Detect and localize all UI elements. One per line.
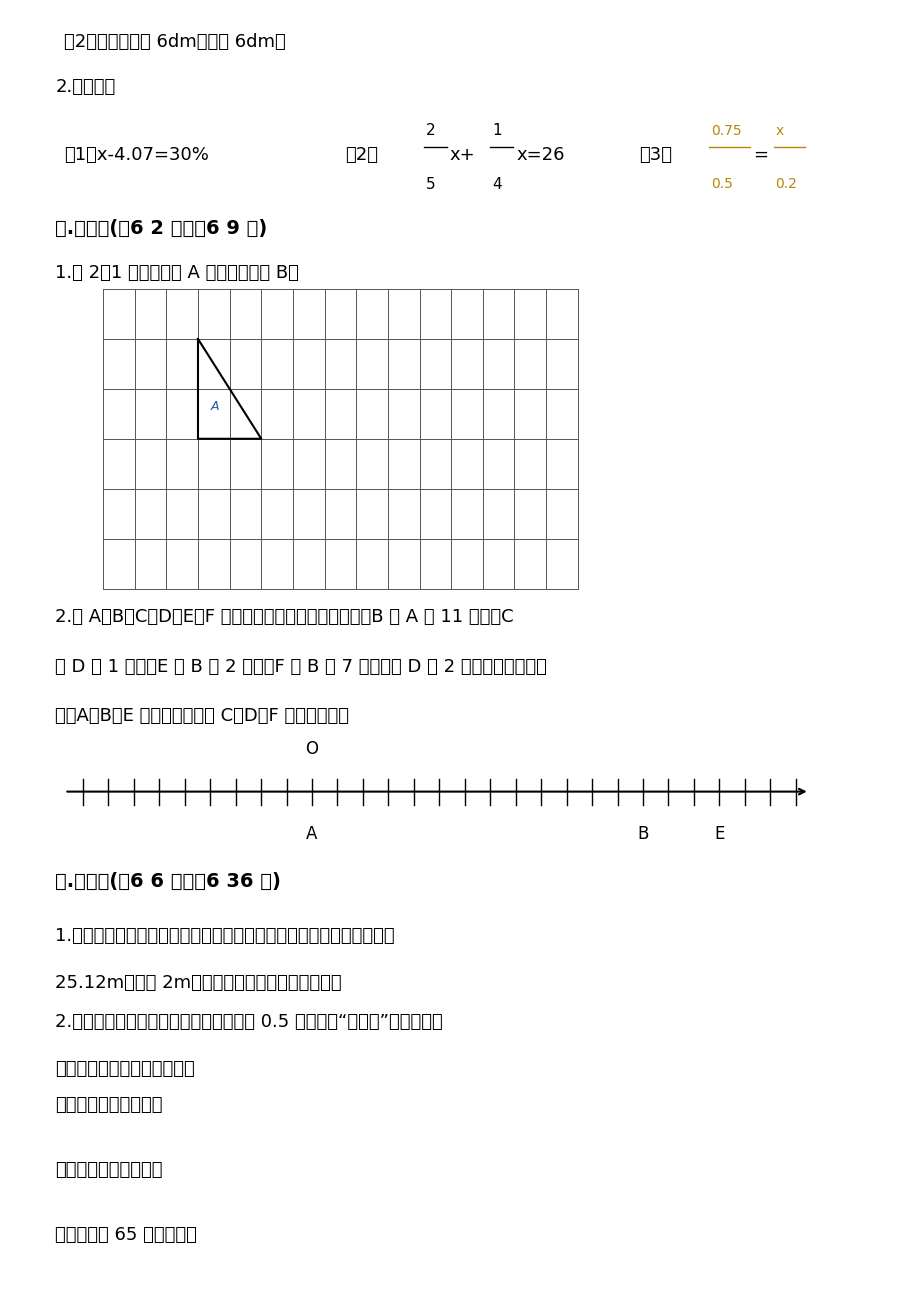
Text: 分别推出了不同的优惠措施。: 分别推出了不同的优惠措施。 bbox=[55, 1060, 195, 1078]
Text: =: = bbox=[753, 146, 767, 164]
Text: B: B bbox=[637, 825, 648, 844]
Text: 4: 4 bbox=[492, 177, 501, 193]
Text: 2.三家文具店中，某种练习本的价格都是 0.5 元／本。“儿童节”那天，三店: 2.三家文具店中，某种练习本的价格都是 0.5 元／本。“儿童节”那天，三店 bbox=[55, 1013, 442, 1031]
Text: 1.一个圆柱形水池，在水池内壁和底部都镁上瓷砖，水池内部底面周长: 1.一个圆柱形水池，在水池内壁和底部都镁上瓷砖，水池内部底面周长 bbox=[55, 927, 394, 945]
Text: A: A bbox=[211, 400, 220, 413]
Text: 1: 1 bbox=[492, 122, 501, 138]
Text: 2: 2 bbox=[425, 122, 435, 138]
Text: （2）底面直径是 6dm，高是 6dm。: （2）底面直径是 6dm，高是 6dm。 bbox=[64, 33, 286, 51]
Text: 中天店：一律九折优惠: 中天店：一律九折优惠 bbox=[55, 1096, 163, 1115]
Text: 0.5: 0.5 bbox=[710, 177, 732, 191]
Text: 上，A、B、E 已标出，请你将 C、D、F 也标在图上。: 上，A、B、E 已标出，请你将 C、D、F 也标在图上。 bbox=[55, 707, 349, 725]
Text: 0.75: 0.75 bbox=[710, 124, 741, 138]
Text: E: E bbox=[713, 825, 724, 844]
Text: 家和店：买五本送一本: 家和店：买五本送一本 bbox=[55, 1161, 163, 1180]
Text: O: O bbox=[305, 740, 318, 758]
Text: 2.有 A、B、C、D、E、F 六个小孩比身高，比的结果是：B 比 A 高 11 厘米，C: 2.有 A、B、C、D、E、F 六个小孩比身高，比的结果是：B 比 A 高 11… bbox=[55, 608, 514, 626]
Text: x: x bbox=[775, 124, 783, 138]
Text: x+: x+ bbox=[449, 146, 475, 164]
Text: 六.解答题(兲6 6 题，兲6 36 分): 六.解答题(兲6 6 题，兲6 36 分) bbox=[55, 872, 281, 892]
Text: （1）x-4.07=30%: （1）x-4.07=30% bbox=[64, 146, 209, 164]
Text: A: A bbox=[306, 825, 317, 844]
Text: （3）: （3） bbox=[639, 146, 672, 164]
Text: 1.按 2：1 画出三角形 A 放大后的图形 B。: 1.按 2：1 画出三角形 A 放大后的图形 B。 bbox=[55, 264, 299, 283]
Text: 0.2: 0.2 bbox=[775, 177, 797, 191]
Text: x=26: x=26 bbox=[516, 146, 564, 164]
Text: 丰美店：满 65 元八折优惠: 丰美店：满 65 元八折优惠 bbox=[55, 1226, 197, 1245]
Text: 25.12m，池深 2m，镁瓷砖的面积是多少平方米？: 25.12m，池深 2m，镁瓷砖的面积是多少平方米？ bbox=[55, 974, 342, 992]
Text: 5: 5 bbox=[425, 177, 435, 193]
Text: （2）: （2） bbox=[345, 146, 378, 164]
Text: 比 D 矮 1 厘米，E 比 B 高 2 厘米，F 比 B 矮 7 厘米，比 D 矮 2 厘米，在一条数轴: 比 D 矮 1 厘米，E 比 B 高 2 厘米，F 比 B 矮 7 厘米，比 D… bbox=[55, 658, 547, 676]
Text: 五.作图题(兲6 2 题，兲6 9 分): 五.作图题(兲6 2 题，兲6 9 分) bbox=[55, 219, 267, 238]
Text: 2.解方程。: 2.解方程。 bbox=[55, 78, 115, 96]
